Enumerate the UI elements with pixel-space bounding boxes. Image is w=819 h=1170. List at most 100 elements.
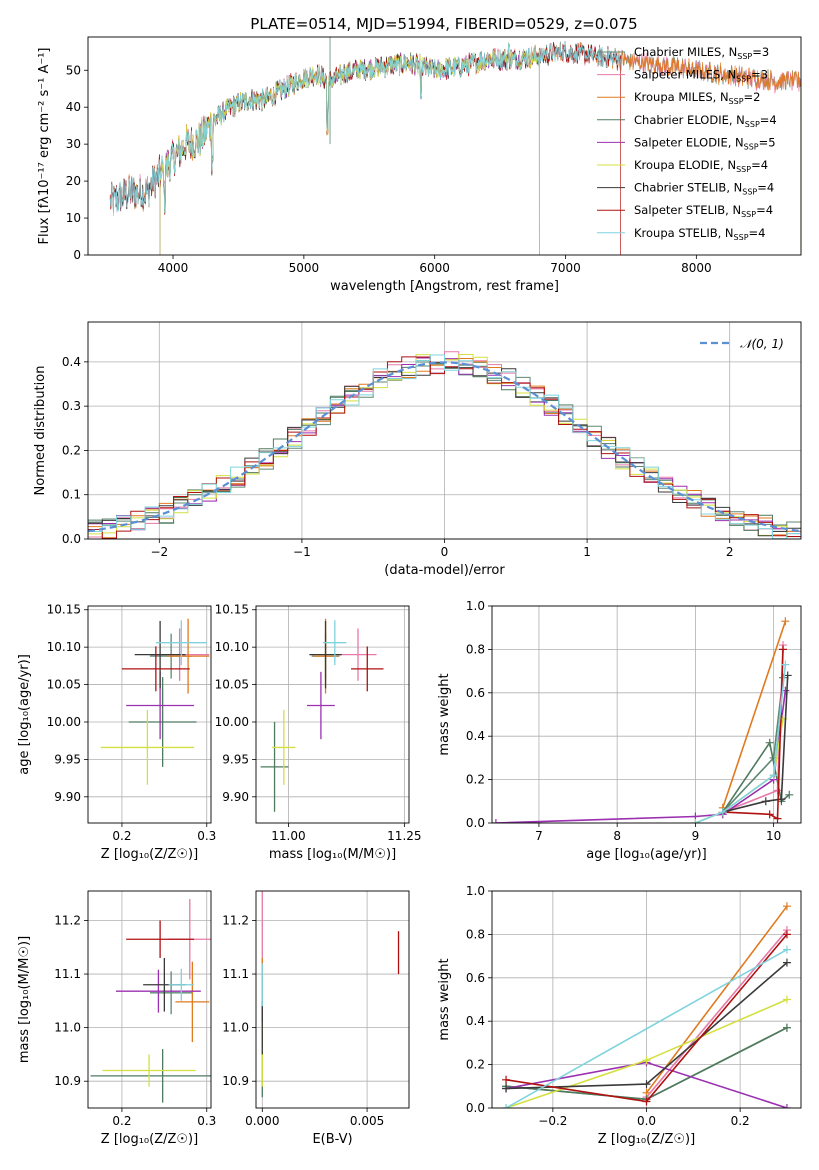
x-axis-label: Z [log₁₀(Z/Z☉)] <box>101 1132 198 1147</box>
y-axis-label: Flux [fλ10⁻¹⁷ erg cm⁻² s⁻¹ A⁻¹] <box>37 48 52 245</box>
weight-series-line <box>722 620 787 809</box>
x-tick-label: 7 <box>535 829 543 843</box>
weight-point-marker <box>765 738 774 747</box>
weight-series-line <box>645 905 788 1094</box>
weight-point-marker <box>642 1056 651 1065</box>
weight-point-marker <box>502 1075 511 1084</box>
axes-mass_vs_ebv: 0.000 0.005 10.9 11.0 11.1 11.2 E(B-V) <box>222 890 410 1147</box>
y-tick-label: 10.05 <box>215 678 249 692</box>
axes-frame <box>87 321 802 540</box>
plot-area-mass_vs_Z <box>90 899 211 1103</box>
y-tick-label: 10.10 <box>215 640 249 654</box>
plot-area-age_vs_Z <box>100 618 210 785</box>
weight-point-marker <box>718 808 727 817</box>
y-tick-label: 40 <box>66 100 81 114</box>
weight-point-marker <box>781 617 790 626</box>
legend-label: Salpeter MILES, NSSP=3 <box>634 68 768 84</box>
y-tick-label: 11.1 <box>54 967 81 981</box>
y-tick-label: 9.95 <box>222 752 249 766</box>
weight-point-marker <box>502 1104 511 1108</box>
axes-frame <box>87 36 802 256</box>
y-tick-label: 0.0 <box>62 532 81 546</box>
axes-mass_vs_Z: 0.2 0.3 10.9 11.0 11.1 11.2 Z [log₁₀(Z/Z☉)] mas… <box>17 890 216 1147</box>
legend-label: Kroupa STELIB, NSSP=4 <box>634 226 765 242</box>
legend-label: Salpeter STELIB, NSSP=4 <box>634 203 773 219</box>
x-tick-label: 4000 <box>158 261 189 275</box>
x-axis-label: Z [log₁₀(Z/Z☉)] <box>101 847 198 862</box>
x-tick-label: 5000 <box>289 261 320 275</box>
weight-point-marker <box>761 797 770 806</box>
weight-point-marker <box>779 645 788 654</box>
weight-series-line <box>722 740 790 813</box>
x-tick-label: 8 <box>613 829 621 843</box>
y-tick-label: 0.2 <box>62 443 81 457</box>
y-tick-label: 10.00 <box>215 715 249 729</box>
x-tick-label: 0.0 <box>637 1114 656 1128</box>
axes-frame <box>491 605 802 824</box>
plot-area-residuals <box>88 351 801 539</box>
legend-label: Kroupa MILES, NSSP=2 <box>634 90 760 106</box>
x-tick-label: 6000 <box>419 261 450 275</box>
weight-point-marker <box>769 771 778 780</box>
x-tick-label: 0.000 <box>245 1114 279 1128</box>
x-axis-label: wavelength [Angstrom, rest frame] <box>330 279 559 294</box>
plot-area-weight_vs_Z <box>502 902 791 1108</box>
axes-spectrum: 4000 5000 6000 7000 8000 0 10 20 30 40 50 wavelengt… <box>37 36 802 294</box>
legend-label: Chabrier STELIB, NSSP=4 <box>634 181 774 197</box>
y-tick-label: 11.0 <box>222 1021 249 1035</box>
y-tick-label: 0.3 <box>62 399 81 413</box>
weight-point-marker <box>785 790 794 799</box>
weight-series-line <box>695 664 787 823</box>
spectrum-line <box>109 41 621 217</box>
plot-area-age_vs_mass <box>260 618 384 812</box>
y-tick-label: 0.4 <box>466 729 485 743</box>
y-tick-label: 1.0 <box>466 599 485 613</box>
y-tick-label: 0.4 <box>62 355 81 369</box>
axes-residuals: −2 −1 0 1 2 0.0 0.1 0.2 0.3 0.4 (data-model)/error… <box>33 321 802 578</box>
weight-point-marker <box>773 814 782 823</box>
x-tick-label: 10 <box>766 829 781 843</box>
weight-point-marker <box>782 945 791 954</box>
axes-weight_vs_age: 7 8 9 10 0.0 0.2 0.4 0.6 0.8 1.0 age [log₁₀(age/yr… <box>437 599 802 862</box>
x-tick-label: −2 <box>150 545 168 559</box>
weight-series-line <box>722 649 784 821</box>
y-tick-label: 11.2 <box>222 913 249 927</box>
y-tick-label: 0.6 <box>466 971 485 985</box>
weight-point-marker <box>642 1080 651 1089</box>
weight-point-marker <box>782 1023 791 1032</box>
y-tick-label: 11.2 <box>54 913 81 927</box>
x-tick-label: 7000 <box>550 261 581 275</box>
y-tick-label: 1.0 <box>466 884 485 898</box>
normal-curve <box>88 361 801 533</box>
weight-series-line <box>505 948 788 1108</box>
y-tick-label: 50 <box>66 63 81 77</box>
x-axis-label: (data-model)/error <box>384 563 505 578</box>
y-tick-label: 30 <box>66 137 81 151</box>
x-axis-label: Z [log₁₀(Z/Z☉)] <box>598 1132 695 1147</box>
x-tick-label: 8000 <box>681 261 712 275</box>
y-axis-label: age [log₁₀(age/yr)] <box>17 654 32 775</box>
y-tick-label: 11.0 <box>54 1021 81 1035</box>
weight-point-marker <box>502 1084 511 1093</box>
y-tick-label: 10.9 <box>54 1074 81 1088</box>
y-axis-label: mass weight <box>437 673 452 755</box>
y-tick-label: 0.1 <box>62 488 81 502</box>
y-axis-label: mass weight <box>437 958 452 1040</box>
spectrum-legend: Chabrier MILES, NSSP=3 Salpeter MILES, NS… <box>597 45 777 242</box>
weight-point-marker <box>642 1097 651 1106</box>
y-axis-label: mass [log₁₀(M/M☉)] <box>17 936 32 1063</box>
y-tick-label: 0.0 <box>466 816 485 830</box>
y-tick-label: 10 <box>66 211 81 225</box>
y-tick-label: 10.00 <box>47 715 81 729</box>
axes-age_vs_mass: 11.00 11.25 9.90 9.95 10.00 10.05 10.10 10.15 ma… <box>215 603 422 862</box>
weight-point-marker <box>492 819 500 823</box>
plot-area-mass_vs_ebv <box>261 891 400 1098</box>
axes-frame <box>87 605 212 824</box>
x-axis-label: age [log₁₀(age/yr)] <box>586 847 707 862</box>
x-axis-label: E(B-V) <box>312 1132 352 1147</box>
axes-frame <box>255 890 410 1109</box>
y-tick-label: 9.95 <box>54 752 81 766</box>
residuals-legend: 𝒩(0, 1) <box>700 337 784 351</box>
y-tick-label: 9.90 <box>222 790 249 804</box>
